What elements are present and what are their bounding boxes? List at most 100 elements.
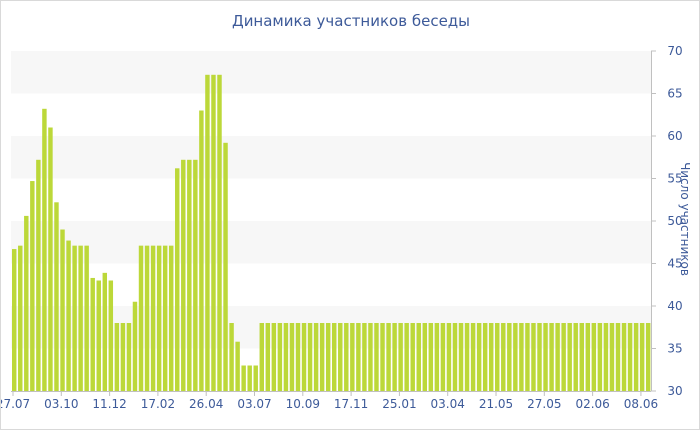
bar[interactable] [531, 323, 536, 391]
bar[interactable] [217, 74, 222, 392]
bar[interactable] [181, 159, 186, 391]
bar[interactable] [645, 323, 651, 391]
bar[interactable] [422, 323, 428, 391]
bar[interactable] [90, 277, 95, 391]
bar[interactable] [627, 323, 633, 391]
bar[interactable] [325, 323, 331, 391]
bar[interactable] [495, 323, 500, 391]
bar[interactable] [488, 323, 494, 391]
bar[interactable] [380, 323, 385, 391]
bar[interactable] [501, 323, 506, 391]
bar[interactable] [615, 323, 621, 391]
bar[interactable] [48, 127, 53, 392]
bar[interactable] [144, 245, 150, 391]
bar[interactable] [368, 323, 373, 391]
bar[interactable] [235, 341, 240, 391]
bar[interactable] [585, 323, 591, 391]
bar[interactable] [205, 74, 210, 392]
bar[interactable] [72, 245, 77, 391]
bar[interactable] [162, 245, 168, 391]
bar[interactable] [259, 323, 264, 391]
bar[interactable] [12, 249, 17, 391]
bar[interactable] [247, 365, 252, 392]
bar[interactable] [277, 323, 283, 391]
bar[interactable] [374, 323, 379, 391]
bar[interactable] [579, 323, 584, 391]
bar[interactable] [440, 323, 446, 391]
bar[interactable] [416, 323, 421, 391]
bar[interactable] [507, 323, 512, 391]
bar[interactable] [482, 323, 488, 391]
bar[interactable] [175, 168, 180, 391]
bar[interactable] [537, 323, 542, 391]
bar[interactable] [126, 323, 132, 391]
bar[interactable] [452, 323, 458, 391]
bar[interactable] [102, 272, 108, 391]
bar[interactable] [434, 323, 440, 391]
bar[interactable] [66, 240, 71, 391]
bar[interactable] [404, 323, 409, 391]
bar[interactable] [307, 323, 313, 391]
bar[interactable] [24, 215, 29, 391]
bar[interactable] [573, 323, 578, 391]
bar[interactable] [150, 245, 156, 391]
bar[interactable] [597, 323, 603, 391]
bar[interactable] [476, 323, 482, 391]
bar[interactable] [525, 323, 530, 391]
bar[interactable] [187, 159, 192, 391]
bar[interactable] [156, 245, 162, 391]
bar[interactable] [458, 323, 464, 391]
bar[interactable] [289, 323, 295, 391]
bar[interactable] [229, 323, 234, 391]
bar[interactable] [271, 323, 277, 391]
bar[interactable] [253, 365, 258, 392]
bar[interactable] [223, 142, 228, 391]
bar[interactable] [567, 323, 572, 391]
bar[interactable] [211, 74, 216, 392]
bar[interactable] [392, 323, 397, 391]
bar[interactable] [549, 323, 554, 391]
bar[interactable] [428, 323, 434, 391]
bar[interactable] [464, 323, 470, 391]
bar[interactable] [301, 323, 307, 391]
bar[interactable] [609, 323, 615, 391]
bar[interactable] [84, 245, 89, 391]
bar[interactable] [265, 323, 271, 391]
bar[interactable] [519, 323, 524, 391]
bar[interactable] [561, 323, 566, 391]
bar[interactable] [36, 159, 41, 391]
bar[interactable] [639, 323, 645, 391]
bar[interactable] [338, 323, 343, 391]
bar[interactable] [513, 323, 518, 391]
bar[interactable] [132, 301, 138, 391]
bar[interactable] [446, 323, 452, 391]
bar[interactable] [313, 323, 319, 391]
bar[interactable] [543, 323, 548, 391]
bar[interactable] [386, 323, 391, 391]
bar[interactable] [332, 323, 337, 391]
bar[interactable] [356, 323, 361, 391]
bar[interactable] [60, 229, 65, 392]
bar[interactable] [398, 323, 403, 391]
bar[interactable] [114, 323, 120, 391]
bar[interactable] [350, 323, 355, 391]
bar[interactable] [18, 245, 23, 391]
bar[interactable] [362, 323, 367, 391]
bar[interactable] [138, 245, 144, 391]
bar[interactable] [120, 323, 126, 391]
bar[interactable] [555, 323, 560, 391]
bar[interactable] [96, 280, 101, 392]
bar[interactable] [295, 323, 301, 391]
bar[interactable] [344, 323, 349, 391]
bar[interactable] [410, 323, 415, 391]
bar[interactable] [42, 108, 47, 392]
bar[interactable] [319, 323, 325, 391]
bar[interactable] [199, 110, 204, 392]
bar[interactable] [621, 323, 627, 391]
bar[interactable] [283, 323, 289, 391]
bar[interactable] [30, 181, 35, 391]
bar[interactable] [470, 323, 476, 391]
bar[interactable] [241, 365, 246, 392]
bar[interactable] [168, 245, 174, 391]
bar[interactable] [108, 280, 114, 392]
